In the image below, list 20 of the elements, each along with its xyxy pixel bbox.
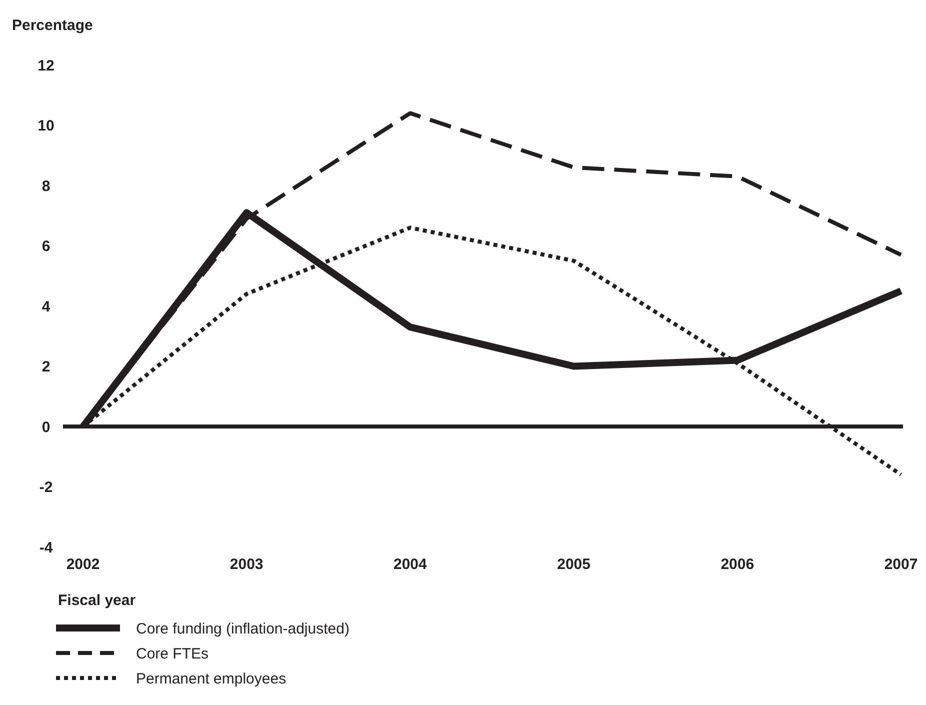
x-tick-label: 2002 [66,556,100,573]
y-tick-label: 2 [42,358,50,376]
legend-label: Core FTEs [136,645,209,662]
y-tick-label: -2 [39,479,53,496]
y-tick-label: 0 [42,418,50,436]
x-tick-label: 2006 [720,556,754,573]
y-tick-label: -4 [39,539,54,556]
y-axis-title: Percentage [12,17,93,34]
y-tick-label: 6 [42,238,50,255]
y-tick-label: 4 [42,298,51,316]
x-tick-label: 2004 [394,556,428,573]
y-tick-label: 8 [42,178,50,195]
legend-label: Core funding (inflation-adjusted) [136,620,350,638]
x-tick-label: 2007 [884,556,918,573]
y-tick-label: 12 [38,57,54,74]
y-tick-label: 10 [38,118,54,134]
x-tick-label: 2005 [557,556,590,573]
x-axis-title: Fiscal year [58,592,136,609]
legend-label: Permanent employees [136,670,286,688]
x-tick-label: 2003 [230,556,264,573]
